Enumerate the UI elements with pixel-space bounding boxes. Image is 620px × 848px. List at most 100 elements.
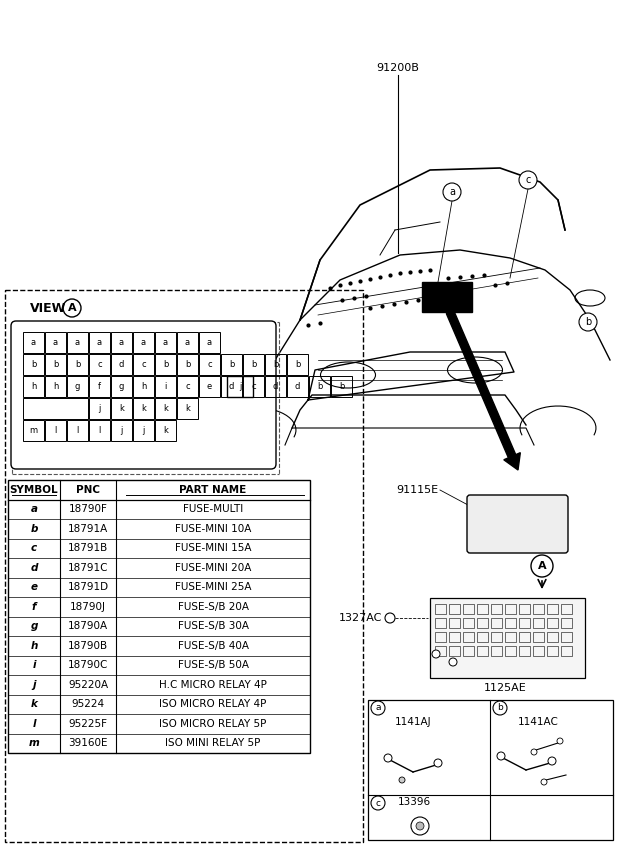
Text: 91115E: 91115E xyxy=(396,485,438,495)
Text: a: a xyxy=(30,505,37,514)
Text: a: a xyxy=(75,338,80,347)
FancyBboxPatch shape xyxy=(467,495,568,553)
Text: a: a xyxy=(185,338,190,347)
Bar xyxy=(505,604,516,614)
Bar xyxy=(67,332,88,353)
Text: b: b xyxy=(273,360,278,369)
Text: FUSE-MINI 25A: FUSE-MINI 25A xyxy=(175,583,251,592)
Text: 18791D: 18791D xyxy=(68,583,108,592)
Bar xyxy=(133,398,154,419)
Circle shape xyxy=(531,555,553,577)
Bar xyxy=(449,646,460,656)
Bar xyxy=(547,646,558,656)
Text: 95225F: 95225F xyxy=(68,719,107,728)
Bar xyxy=(547,632,558,642)
Bar xyxy=(8,480,310,753)
Text: FUSE-MINI 20A: FUSE-MINI 20A xyxy=(175,563,251,572)
Text: 18790F: 18790F xyxy=(69,505,107,514)
Bar xyxy=(368,700,613,840)
Bar xyxy=(463,646,474,656)
Bar xyxy=(519,646,530,656)
Text: H.C MICRO RELAY 4P: H.C MICRO RELAY 4P xyxy=(159,680,267,689)
Bar xyxy=(463,604,474,614)
Bar xyxy=(23,376,44,397)
Bar xyxy=(243,354,264,375)
Bar xyxy=(111,398,132,419)
Bar xyxy=(111,420,132,441)
Bar xyxy=(309,376,330,397)
Text: 95224: 95224 xyxy=(71,700,105,709)
Text: 18790C: 18790C xyxy=(68,661,108,670)
Circle shape xyxy=(443,183,461,201)
Text: b: b xyxy=(229,360,234,369)
Bar xyxy=(561,604,572,614)
Text: 1141AJ: 1141AJ xyxy=(395,717,432,727)
FancyBboxPatch shape xyxy=(11,321,276,469)
Bar xyxy=(449,632,460,642)
Text: SYMBOL: SYMBOL xyxy=(10,485,58,494)
Bar xyxy=(533,604,544,614)
Bar xyxy=(23,332,44,353)
FancyArrow shape xyxy=(446,310,520,470)
Text: g: g xyxy=(30,622,38,631)
Bar xyxy=(435,604,446,614)
Text: j: j xyxy=(239,382,241,391)
Bar xyxy=(561,618,572,628)
Bar xyxy=(155,332,176,353)
Bar xyxy=(519,618,530,628)
Bar xyxy=(155,420,176,441)
Text: c: c xyxy=(207,360,212,369)
Bar xyxy=(133,332,154,353)
Text: a: a xyxy=(449,187,455,197)
Circle shape xyxy=(497,752,505,760)
Bar xyxy=(430,598,585,678)
Text: A: A xyxy=(538,561,546,571)
Bar xyxy=(133,376,154,397)
Text: a: a xyxy=(141,338,146,347)
Text: k: k xyxy=(163,404,168,413)
Text: a: a xyxy=(31,338,36,347)
Bar xyxy=(89,398,110,419)
Text: FUSE-MULTI: FUSE-MULTI xyxy=(183,505,243,514)
Bar xyxy=(477,618,488,628)
Text: b: b xyxy=(75,360,80,369)
Text: b: b xyxy=(53,360,58,369)
Text: g: g xyxy=(119,382,124,391)
Text: 13396: 13396 xyxy=(398,797,431,807)
Text: e: e xyxy=(30,583,37,592)
Bar xyxy=(177,332,198,353)
Text: b: b xyxy=(295,360,300,369)
Bar xyxy=(435,646,446,656)
Bar xyxy=(287,354,308,375)
Text: c: c xyxy=(185,382,190,391)
Text: f: f xyxy=(98,382,101,391)
Text: 1327AC: 1327AC xyxy=(339,613,382,623)
Bar xyxy=(67,354,88,375)
Bar xyxy=(243,376,264,397)
Bar xyxy=(23,354,44,375)
Bar xyxy=(199,354,220,375)
Text: c: c xyxy=(251,382,256,391)
Text: i: i xyxy=(164,382,167,391)
Circle shape xyxy=(548,757,556,765)
Bar xyxy=(89,420,110,441)
Bar xyxy=(45,332,66,353)
Bar xyxy=(505,646,516,656)
Text: a: a xyxy=(119,338,124,347)
Bar xyxy=(23,420,44,441)
Text: FUSE-MINI 15A: FUSE-MINI 15A xyxy=(175,544,251,553)
Text: A: A xyxy=(68,303,76,313)
Bar xyxy=(155,354,176,375)
Text: ISO MICRO RELAY 4P: ISO MICRO RELAY 4P xyxy=(159,700,267,709)
Circle shape xyxy=(541,779,547,785)
Text: b: b xyxy=(31,360,36,369)
Text: FUSE-S/B 50A: FUSE-S/B 50A xyxy=(177,661,249,670)
Bar xyxy=(89,376,110,397)
Bar xyxy=(547,618,558,628)
Text: d: d xyxy=(30,563,38,572)
Bar xyxy=(199,376,220,397)
Bar xyxy=(199,332,220,353)
Bar xyxy=(221,376,242,397)
Text: b: b xyxy=(339,382,344,391)
Text: 1141AC: 1141AC xyxy=(518,717,559,727)
